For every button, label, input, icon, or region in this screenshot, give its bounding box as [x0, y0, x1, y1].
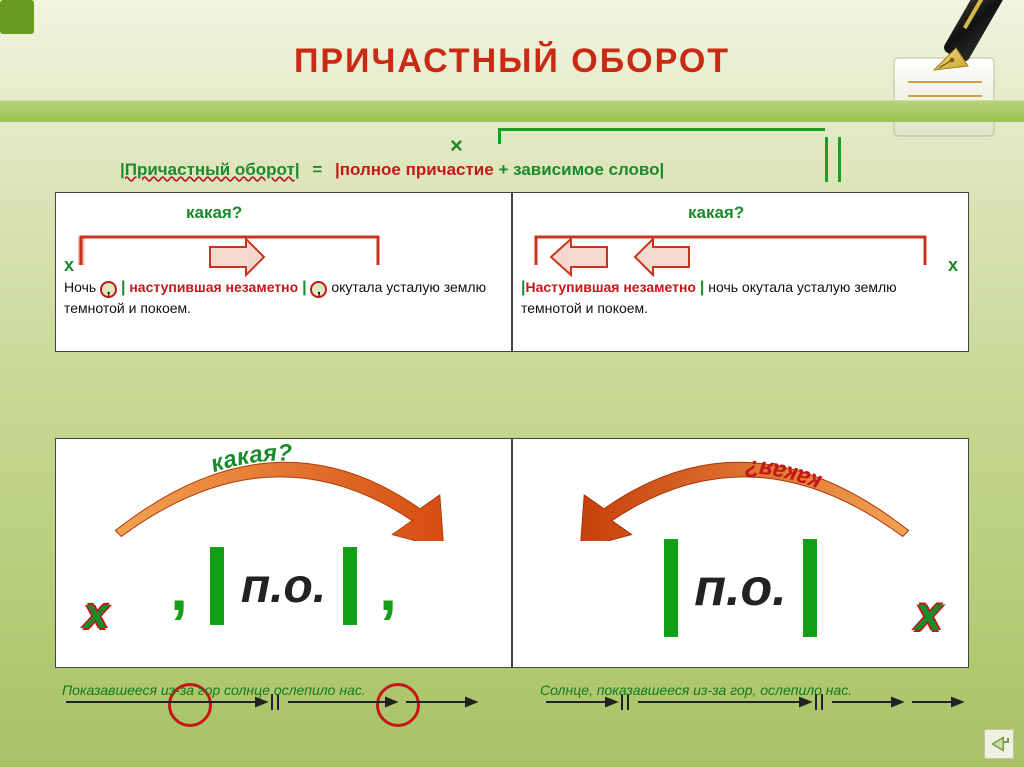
schema-right: какая? х п.о.: [512, 438, 969, 668]
formula-rhs-red: |полное причастие: [335, 160, 494, 179]
schema-left-comma1: ,: [170, 551, 188, 625]
question-label-left: какая?: [186, 203, 242, 223]
example-sentence-right: |Наступившая незаметно | ночь окутала ус…: [521, 277, 956, 317]
schema-left-po: п.о.: [241, 559, 326, 614]
schema-left-bar2: [343, 547, 357, 625]
bracket-formula-down1: [825, 137, 828, 182]
formula-plus: +: [494, 160, 513, 179]
definition-formula: |Причастный оборот| = |полное причастие …: [120, 160, 664, 180]
back-button[interactable]: [984, 729, 1014, 759]
bracket-arrow-left: [78, 223, 388, 278]
bracket-formula-down2: [838, 137, 841, 182]
example-sentence-left: Ночь , | наступившая незаметно | , окута…: [64, 277, 499, 317]
bracket-arrow-right: [533, 223, 933, 278]
schema-left-content: , п.о. ,: [56, 547, 511, 625]
example-right: какая? х |Наступившая незаметно | ночь о…: [512, 192, 969, 352]
schema-row: какая? х , п.о. , какая? х: [55, 438, 969, 668]
ex-left-comma2: ,: [310, 281, 327, 298]
schema-left-bar1: [210, 547, 224, 625]
example-left: какая? х Ночь , | наступившая незаметно …: [55, 192, 512, 352]
schema-right-content: п.о.: [513, 539, 968, 637]
formula-rhs-green: зависимое слово|: [513, 160, 664, 179]
x-label-left: х: [64, 255, 74, 276]
x-marker-formula: ×: [450, 133, 463, 159]
bottom-example-right: Солнце, показавшееся из-за гор, ослепило…: [540, 682, 852, 698]
curve-text-right: какая?: [744, 454, 825, 495]
schema-right-bar2: [803, 539, 817, 637]
page-title: ПРИЧАСТНЫЙ ОБОРОТ: [0, 42, 1024, 81]
bottom-example-left: Показавшееся из-за гор солнце ослепило н…: [62, 682, 366, 698]
ex-left-comma1: ,: [100, 281, 117, 298]
svg-text:какая?: какая?: [744, 454, 825, 495]
ex-right-red: Наступившая незаметно: [525, 279, 699, 295]
schema-right-bar1: [664, 539, 678, 637]
curve-arrow-left: какая?: [56, 441, 511, 541]
formula-lhs: |Причастный оборот|: [120, 160, 300, 179]
bracket-formula: [498, 128, 825, 144]
divider-band: [0, 100, 1024, 122]
title-text: ПРИЧАСТНЫЙ ОБОРОТ: [294, 42, 730, 80]
question-label-right: какая?: [688, 203, 744, 223]
ex-left-red: наступившая незаметно: [125, 279, 302, 295]
schema-left-comma2: ,: [379, 551, 397, 625]
x-label-right: х: [948, 255, 958, 276]
corner-decoration-tl: [0, 0, 34, 34]
example-row: какая? х Ночь , | наступившая незаметно …: [55, 192, 969, 352]
formula-eq: =: [312, 160, 322, 179]
ex-left-pre: Ночь: [64, 279, 100, 295]
schema-right-po: п.о.: [694, 558, 786, 618]
schema-left: какая? х , п.о. ,: [55, 438, 512, 668]
back-arrow-icon: [989, 736, 1009, 752]
ex-left-bar2: |: [302, 279, 306, 296]
curve-arrow-right: какая?: [513, 441, 968, 541]
